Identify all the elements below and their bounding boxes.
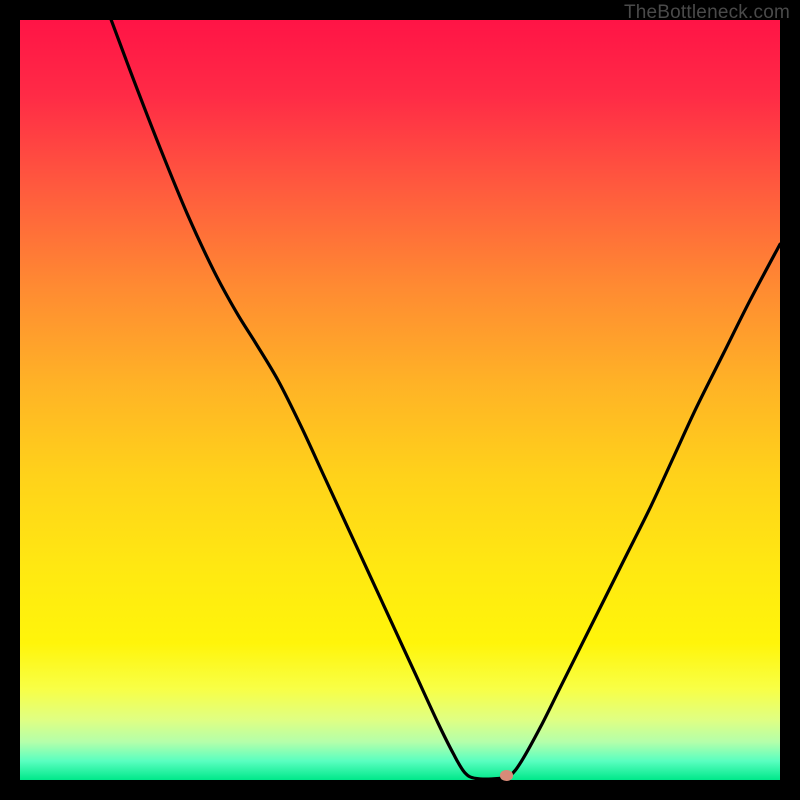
bottleneck-curve [20,20,780,780]
curve-path [111,20,780,779]
watermark-text: TheBottleneck.com [624,2,790,24]
chart-frame: TheBottleneck.com [0,0,800,800]
plot-area [20,20,780,780]
optimal-point-marker [500,770,514,781]
